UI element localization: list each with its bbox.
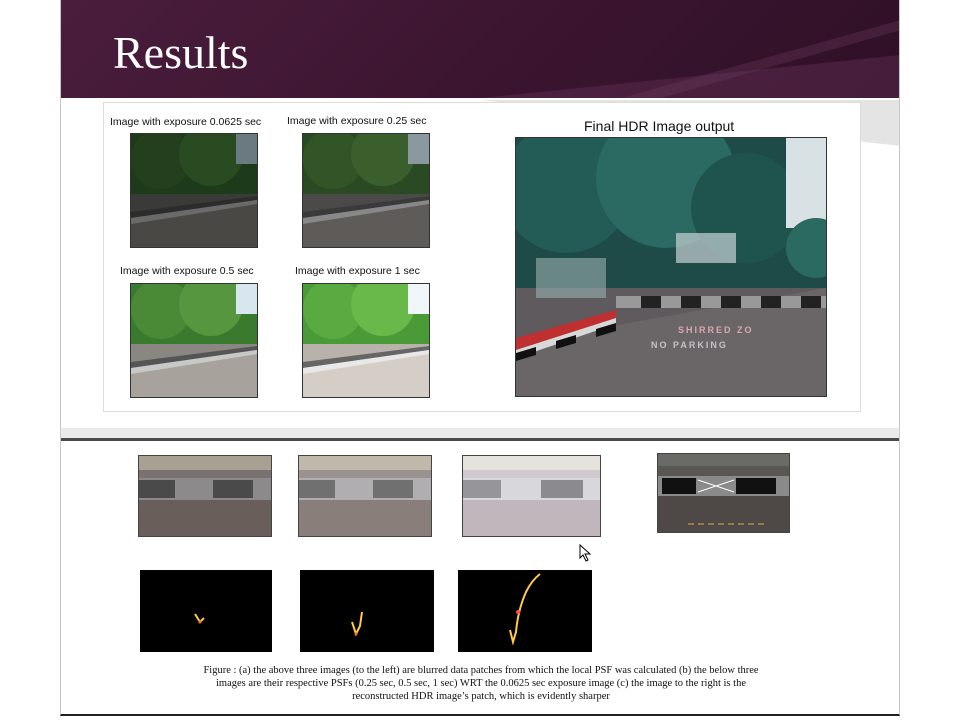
hdr-patch — [657, 453, 790, 533]
exposure-caption-2: Image with exposure 0.5 sec — [120, 265, 254, 277]
psf-image-2 — [458, 570, 592, 652]
hdr-caption: Final HDR Image output — [584, 118, 735, 134]
slide-header: Results — [61, 0, 899, 98]
exposure-image-2 — [130, 283, 258, 398]
mouse-cursor-icon — [579, 544, 592, 562]
exposure-caption-3: Image with exposure 1 sec — [295, 265, 420, 277]
exposure-caption-1: Image with exposure 0.25 sec — [287, 115, 427, 127]
slide: Results Image with exposure 0.0625 sec I… — [60, 0, 900, 716]
exposure-caption-0: Image with exposure 0.0625 sec — [110, 116, 262, 128]
figure-caption-line-1: Figure : (a) the above three images (to … — [203, 665, 759, 676]
exposure-panel: Image with exposure 0.0625 sec Image wit… — [103, 102, 861, 412]
svg-text:NO PARKING: NO PARKING — [651, 340, 728, 350]
blurred-patch-0 — [138, 455, 272, 537]
psf-image-1 — [300, 570, 434, 652]
exposure-image-3 — [302, 283, 430, 398]
svg-text:SHIRRED ZO: SHIRRED ZO — [678, 325, 754, 335]
figure-caption: Figure : (a) the above three images (to … — [61, 664, 899, 703]
slide-title: Results — [113, 27, 249, 78]
exposure-image-0 — [130, 133, 258, 248]
psf-image-0 — [140, 570, 272, 652]
section-divider — [61, 428, 899, 441]
blurred-patch-1 — [298, 455, 432, 537]
exposure-image-1 — [302, 133, 430, 248]
blurred-patch-2 — [462, 455, 601, 537]
figure-caption-line-3: reconstructed HDR image’s patch, which i… — [352, 691, 610, 702]
hdr-output-image: SHIRRED ZO NO PARKING — [515, 137, 827, 397]
header-decoration — [481, 20, 899, 98]
figure-caption-line-2: images are their respective PSFs (0.25 s… — [216, 678, 746, 689]
